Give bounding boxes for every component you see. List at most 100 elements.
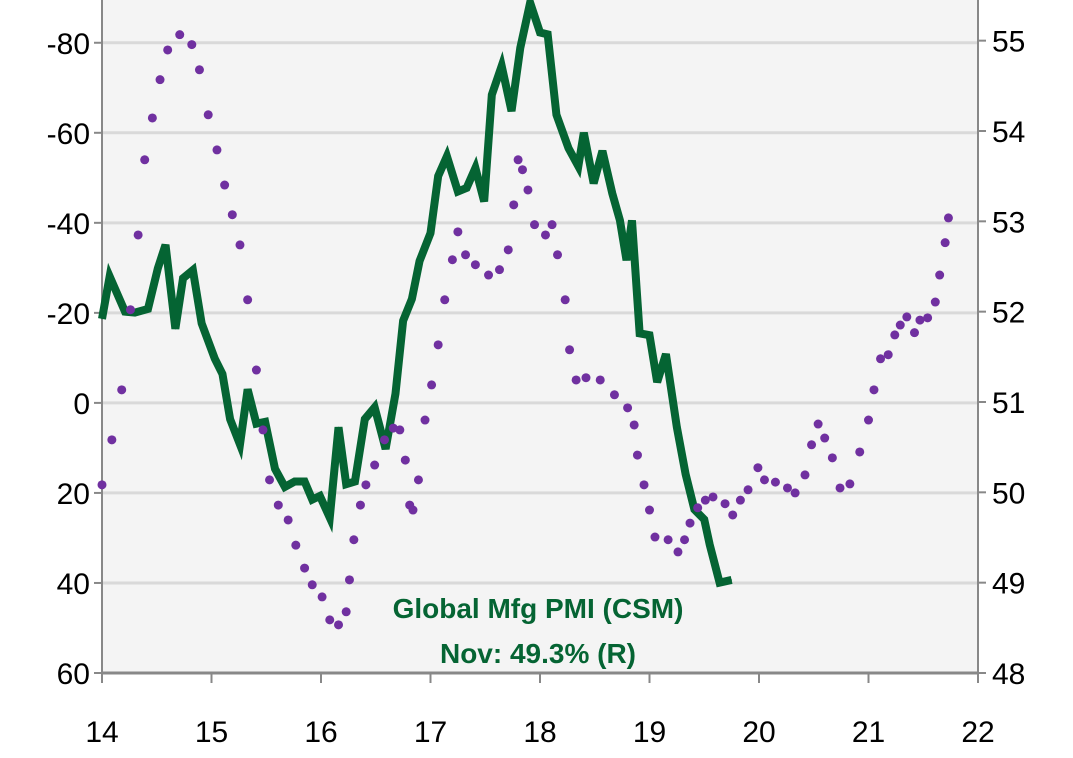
- pmi-point: [631, 219, 633, 221]
- dotted-series-point: [827, 453, 837, 463]
- dotted-series-point: [349, 535, 359, 545]
- x-tick-label: 22: [961, 716, 994, 749]
- x-tick-label: 18: [523, 716, 556, 749]
- pmi-point: [255, 423, 257, 425]
- pmi-point: [247, 388, 249, 390]
- pmi-point: [676, 426, 678, 428]
- pmi-point: [649, 334, 650, 336]
- dotted-series-point: [125, 305, 135, 315]
- pmi-point: [491, 94, 493, 96]
- right-tick-label: 52: [992, 297, 1025, 330]
- pmi-point: [201, 322, 203, 324]
- dotted-series-point: [413, 475, 423, 485]
- dotted-series-point: [408, 505, 418, 515]
- dotted-series-point: [203, 110, 213, 120]
- dotted-series-point: [595, 375, 605, 385]
- x-tick-label: 21: [852, 716, 885, 749]
- dotted-series-point: [645, 505, 654, 515]
- pmi-point: [274, 468, 276, 470]
- dotted-series-point: [258, 425, 268, 435]
- dotted-series-point: [909, 328, 919, 338]
- x-tick-label: 17: [414, 716, 447, 749]
- dotted-series-point: [291, 540, 301, 550]
- right-tick-label: 50: [992, 477, 1025, 510]
- pmi-point: [109, 275, 111, 277]
- pmi-point: [446, 155, 448, 157]
- dotted-series-point: [735, 495, 745, 505]
- dotted-series-point: [447, 255, 457, 265]
- dotted-series-point: [484, 270, 494, 280]
- dotted-series-point: [370, 460, 380, 470]
- pmi-point: [304, 480, 306, 482]
- left-tick-label: 60: [57, 658, 90, 691]
- dotted-series-point: [728, 510, 738, 520]
- pmi-point: [124, 311, 126, 313]
- dotted-series-point: [890, 330, 900, 340]
- dotted-series-point: [693, 503, 703, 513]
- dotted-series-point: [923, 313, 933, 323]
- right-tick-label: 51: [992, 387, 1025, 420]
- dotted-series-point: [107, 435, 117, 445]
- dotted-series-point: [227, 210, 237, 220]
- pmi-point: [229, 418, 231, 420]
- dotted-series-point: [283, 515, 293, 525]
- pmi-point: [685, 473, 687, 475]
- dotted-series-point: [700, 495, 710, 505]
- dotted-series-point: [530, 220, 540, 230]
- right-tick-label: 53: [992, 206, 1025, 239]
- pmi-point: [264, 421, 266, 423]
- dotted-series-point: [220, 180, 230, 190]
- dotted-series-point: [470, 260, 480, 270]
- dotted-series-point: [420, 415, 430, 425]
- dotted-series-point: [895, 320, 905, 330]
- dotted-series-point: [300, 563, 310, 573]
- pmi-point: [284, 486, 286, 488]
- pmi-point: [593, 182, 595, 184]
- pmi-point: [182, 277, 184, 279]
- pmi-point: [165, 244, 167, 246]
- dotted-series-point: [782, 483, 792, 493]
- x-tick-label: 16: [304, 716, 337, 749]
- x-tick-label: 15: [195, 716, 228, 749]
- dotted-series-point: [855, 447, 865, 457]
- dotted-series-point: [632, 450, 642, 460]
- pmi-point: [583, 132, 585, 134]
- dotted-series-point: [344, 575, 354, 585]
- dotted-series-point: [307, 580, 317, 590]
- dotted-series-point: [565, 345, 575, 355]
- pmi-point: [539, 32, 541, 34]
- dotted-series-point: [680, 535, 690, 545]
- dotted-series-point: [820, 433, 830, 443]
- x-tick-label: 14: [85, 716, 118, 749]
- pmi-point: [519, 47, 521, 49]
- pmi-point: [174, 328, 176, 330]
- dotted-series-point: [523, 185, 533, 195]
- dotted-series-point: [163, 45, 173, 55]
- dotted-series-point: [395, 425, 405, 435]
- dotted-series-point: [935, 270, 945, 280]
- dotted-series-point: [334, 620, 344, 630]
- dotted-series-point: [147, 113, 157, 123]
- pmi-point: [474, 167, 476, 169]
- pmi-point: [311, 499, 313, 501]
- dotted-series-point: [547, 220, 557, 230]
- pmi-point: [354, 480, 356, 482]
- dotted-series-point: [133, 230, 143, 240]
- annotation-line2: Nov: 49.3% (R): [440, 638, 636, 669]
- pmi-point: [626, 259, 628, 261]
- dotted-series-point: [864, 415, 873, 425]
- dotted-series-point: [503, 245, 513, 255]
- pmi-point: [430, 232, 431, 234]
- dotted-series-point: [265, 475, 275, 485]
- pmi-point: [221, 373, 223, 375]
- dotted-series-point: [440, 295, 450, 305]
- pmi-point: [147, 308, 149, 310]
- pmi-point: [402, 320, 404, 322]
- pmi-point: [577, 165, 579, 167]
- dotted-series-point: [540, 230, 550, 240]
- left-tick-label: 0: [73, 388, 90, 421]
- dotted-series-point: [509, 200, 519, 210]
- dotted-series-point: [629, 420, 639, 430]
- x-tick-label: 20: [742, 716, 775, 749]
